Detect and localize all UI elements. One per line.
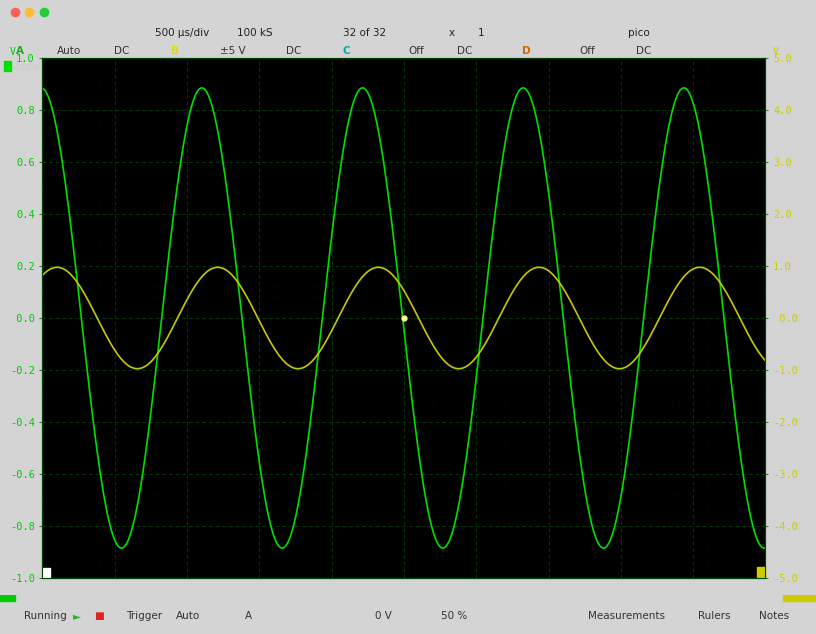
Text: Scope 1: Scope 1 xyxy=(8,61,50,72)
Text: DC: DC xyxy=(636,46,652,56)
Text: DC: DC xyxy=(457,46,472,56)
Text: C: C xyxy=(343,46,350,56)
Text: V: V xyxy=(10,47,16,57)
Text: ±5 V: ±5 V xyxy=(220,46,246,56)
Text: A: A xyxy=(245,611,252,621)
Text: Off: Off xyxy=(579,46,595,56)
Text: Auto: Auto xyxy=(175,611,200,621)
Bar xyxy=(4,61,11,71)
Text: DC: DC xyxy=(286,46,301,56)
Text: 50 %: 50 % xyxy=(441,611,467,621)
Text: B: B xyxy=(171,46,180,56)
Text: 32 of 32: 32 of 32 xyxy=(343,28,386,38)
Bar xyxy=(0,595,15,601)
Text: Off: Off xyxy=(408,46,424,56)
Text: Measurements: Measurements xyxy=(588,611,664,621)
Text: 1: 1 xyxy=(477,28,484,38)
Text: Auto: Auto xyxy=(57,46,82,56)
Text: pico: pico xyxy=(628,28,650,38)
Bar xyxy=(756,567,765,577)
Text: ■: ■ xyxy=(94,611,104,621)
Text: x: x xyxy=(449,28,455,38)
Text: A: A xyxy=(16,46,24,56)
Text: ►: ► xyxy=(73,611,82,621)
Text: Notes: Notes xyxy=(759,611,789,621)
Text: 100 kS: 100 kS xyxy=(237,28,273,38)
Text: 0 V: 0 V xyxy=(375,611,392,621)
Text: D: D xyxy=(522,46,531,56)
Text: 500 μs/div: 500 μs/div xyxy=(155,28,209,38)
Text: Trigger: Trigger xyxy=(126,611,162,621)
Bar xyxy=(783,595,816,601)
Text: V: V xyxy=(773,47,778,57)
Bar xyxy=(43,567,50,577)
Text: DC: DC xyxy=(114,46,130,56)
Text: Rulers: Rulers xyxy=(698,611,730,621)
Text: Running: Running xyxy=(24,611,67,621)
